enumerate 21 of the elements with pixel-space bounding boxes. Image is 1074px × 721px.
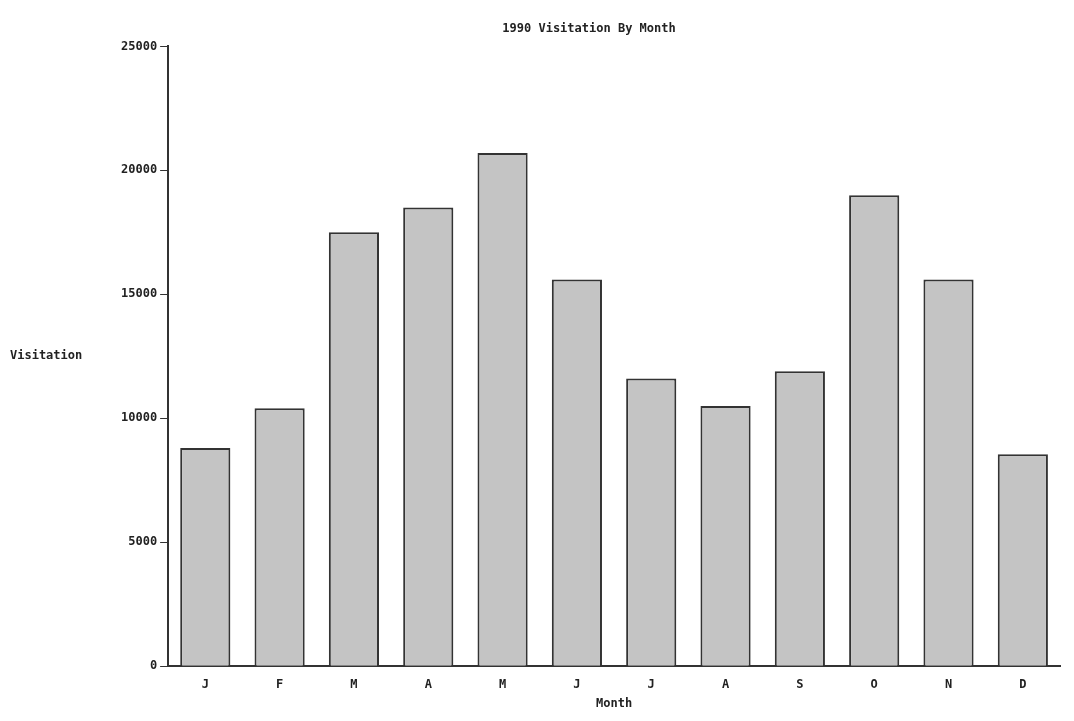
x-tick-label: F (275, 676, 284, 691)
x-tick-label: A (424, 676, 433, 691)
y-tick-label: 5000 (128, 534, 158, 549)
y-tick-label: 10000 (121, 410, 158, 425)
y-tick-label: 15000 (121, 286, 158, 301)
x-tick-label: M (498, 676, 507, 691)
x-tick-label: J (573, 676, 581, 691)
x-tick-label: N (944, 676, 953, 691)
x-tick-label: J (647, 676, 655, 691)
x-tick-label: J (201, 676, 209, 691)
x-tick-label: S (796, 676, 804, 691)
x-tick-label: A (721, 676, 730, 691)
x-tick-label: M (350, 676, 358, 691)
y-tick-label: 25000 (121, 38, 158, 53)
chart-title: 1990 Visitation By Month (502, 21, 676, 36)
x-tick-label: O (870, 676, 878, 691)
y-tick-label: 0 (149, 658, 158, 673)
y-axis-title: Visitation (10, 348, 83, 363)
x-axis-title: Month (596, 695, 633, 710)
x-tick-label: D (1019, 676, 1027, 691)
y-tick-label: 20000 (121, 162, 158, 177)
